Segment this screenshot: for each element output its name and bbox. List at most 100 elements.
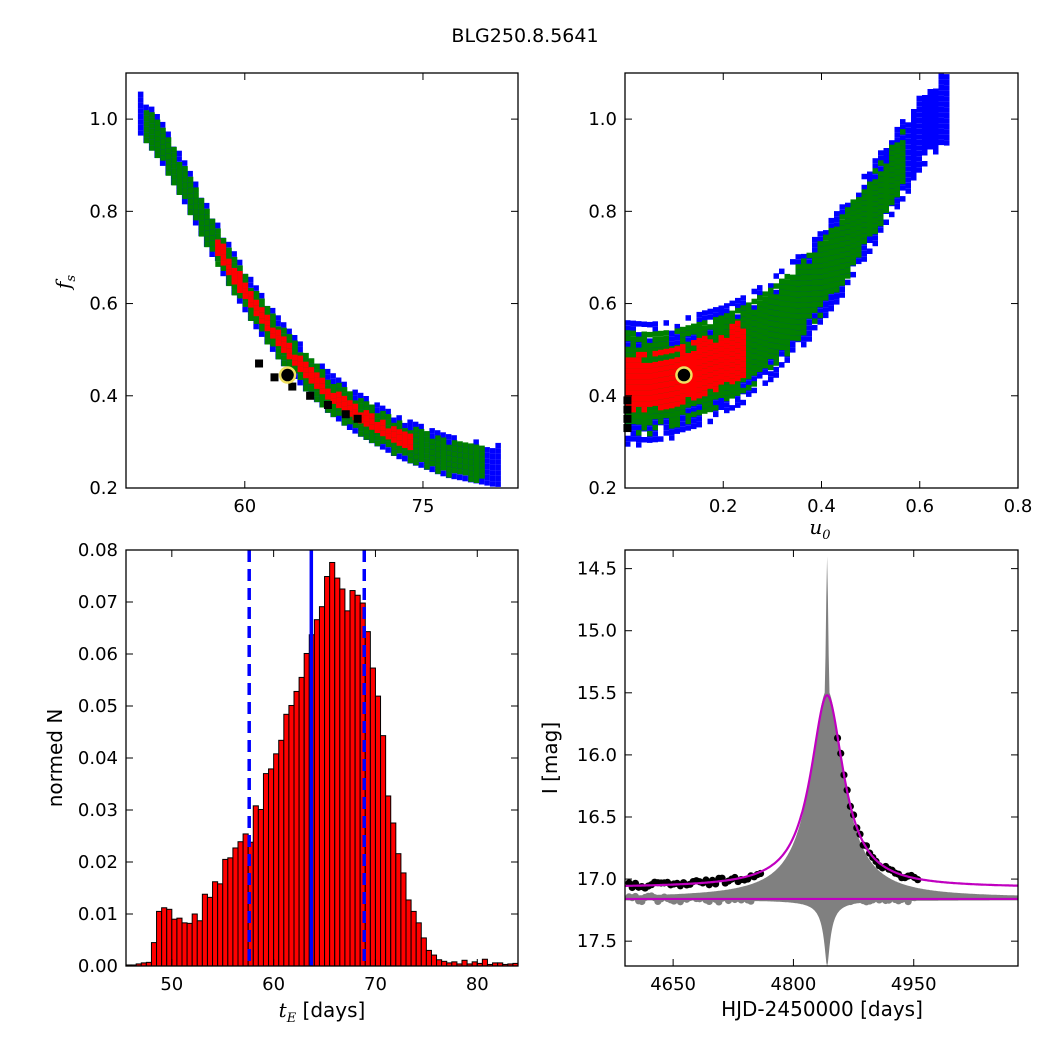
density-cell-2sigma — [751, 326, 757, 332]
density-cell-2sigma — [198, 231, 205, 237]
density-cell-2sigma — [374, 440, 381, 447]
density-cell-1sigma — [663, 348, 669, 355]
axes-frame — [624, 549, 1019, 967]
density-cell-1sigma — [647, 368, 653, 374]
density-cell-1sigma — [630, 401, 636, 407]
density-cell-1sigma — [407, 439, 414, 445]
density-cell-1sigma — [691, 373, 697, 379]
density-cell-2sigma — [806, 307, 812, 314]
density-cell-3sigma — [396, 415, 402, 421]
density-cell-3sigma — [817, 308, 823, 314]
density-cell-3sigma — [330, 378, 336, 385]
density-cell-1sigma — [707, 355, 713, 362]
density-cell-2sigma — [828, 266, 834, 272]
density-cell-2sigma — [702, 325, 708, 332]
density-cell-2sigma — [746, 340, 752, 347]
density-cell-3sigma — [944, 107, 950, 113]
density-cell-2sigma — [801, 274, 807, 281]
density-cell-2sigma — [746, 373, 752, 380]
density-cell-2sigma — [297, 374, 304, 380]
density-cell-2sigma — [839, 247, 845, 253]
density-cell-3sigma — [927, 138, 933, 144]
density-cell-3sigma — [148, 106, 155, 113]
density-cell-3sigma — [484, 474, 490, 481]
density-cell-2sigma — [424, 442, 430, 448]
density-cell-2sigma — [713, 333, 719, 340]
density-cell-3sigma — [790, 341, 796, 348]
density-cell-2sigma — [341, 387, 348, 393]
density-cell-1sigma — [220, 260, 227, 266]
density-cell-2sigma — [746, 351, 752, 358]
density-cell-3sigma — [647, 426, 653, 432]
density-cell-2sigma — [768, 342, 774, 349]
y-tick-label: 0.05 — [78, 696, 118, 717]
density-cell-2sigma — [226, 253, 232, 259]
density-cell-2sigma — [187, 198, 194, 205]
density-cell-2sigma — [696, 398, 702, 405]
density-cell-3sigma — [812, 313, 818, 320]
density-cell-2sigma — [790, 324, 796, 330]
density-cell-3sigma — [806, 259, 812, 265]
density-cell-1sigma — [352, 409, 359, 415]
density-cell-2sigma — [850, 199, 856, 205]
density-cell-2sigma — [160, 155, 166, 161]
density-cell-3sigma — [330, 373, 336, 379]
density-cell-1sigma — [658, 382, 664, 389]
density-cell-3sigma — [636, 332, 642, 338]
density-cell-2sigma — [374, 413, 381, 419]
density-cell-2sigma — [674, 405, 680, 411]
density-cell-3sigma — [795, 254, 801, 260]
density-cell-3sigma — [231, 251, 237, 257]
density-cell-3sigma — [269, 307, 276, 314]
density-cell-2sigma — [663, 335, 669, 342]
density-cell-2sigma — [674, 416, 680, 422]
y-tick-label: 0.8 — [89, 201, 118, 222]
density-cell-1sigma — [341, 395, 348, 402]
density-cell-1sigma — [652, 383, 658, 390]
density-cell-1sigma — [658, 366, 664, 372]
histogram-bar — [420, 937, 427, 967]
density-cell-2sigma — [424, 464, 430, 470]
density-cell-3sigma — [834, 211, 840, 217]
density-cell-2sigma — [435, 462, 441, 469]
density-cell-3sigma — [817, 319, 823, 325]
density-cell-1sigma — [396, 440, 403, 446]
density-cell-3sigma — [916, 134, 922, 140]
density-cell-2sigma — [259, 304, 265, 310]
density-cell-3sigma — [916, 139, 922, 146]
density-cell-2sigma — [779, 306, 785, 312]
density-cell-1sigma — [702, 374, 708, 380]
density-cell-1sigma — [636, 395, 642, 402]
density-cell-3sigma — [674, 334, 680, 341]
density-cell-3sigma — [429, 466, 435, 473]
histogram-bar — [430, 954, 438, 967]
density-cell-3sigma — [922, 144, 928, 150]
density-cell-2sigma — [724, 379, 730, 385]
density-cell-2sigma — [757, 366, 763, 373]
density-cell-1sigma — [724, 348, 730, 355]
density-cell-2sigma — [440, 465, 447, 471]
histogram-bar — [176, 917, 183, 967]
density-cell-1sigma — [281, 336, 287, 342]
density-cell-1sigma — [669, 397, 675, 403]
density-cell-3sigma — [636, 321, 642, 327]
density-cell-1sigma — [630, 362, 636, 369]
density-cell-2sigma — [845, 218, 851, 224]
density-cell-3sigma — [938, 73, 944, 80]
density-cell-1sigma — [625, 368, 631, 374]
density-cell-2sigma — [845, 262, 851, 268]
density-cell-2sigma — [779, 333, 785, 340]
density-cell-3sigma — [944, 101, 950, 108]
density-cell-2sigma — [779, 311, 785, 318]
density-cell-2sigma — [834, 254, 840, 260]
density-cell-1sigma — [696, 348, 702, 355]
density-cell-3sigma — [724, 303, 730, 309]
density-cell-3sigma — [916, 167, 922, 173]
density-cell-3sigma — [916, 106, 922, 113]
density-cell-3sigma — [938, 84, 944, 91]
density-cell-2sigma — [663, 412, 669, 419]
density-cell-2sigma — [751, 381, 757, 387]
density-cell-2sigma — [658, 336, 664, 342]
density-cell-3sigma — [916, 101, 922, 107]
density-cell-3sigma — [625, 325, 631, 332]
